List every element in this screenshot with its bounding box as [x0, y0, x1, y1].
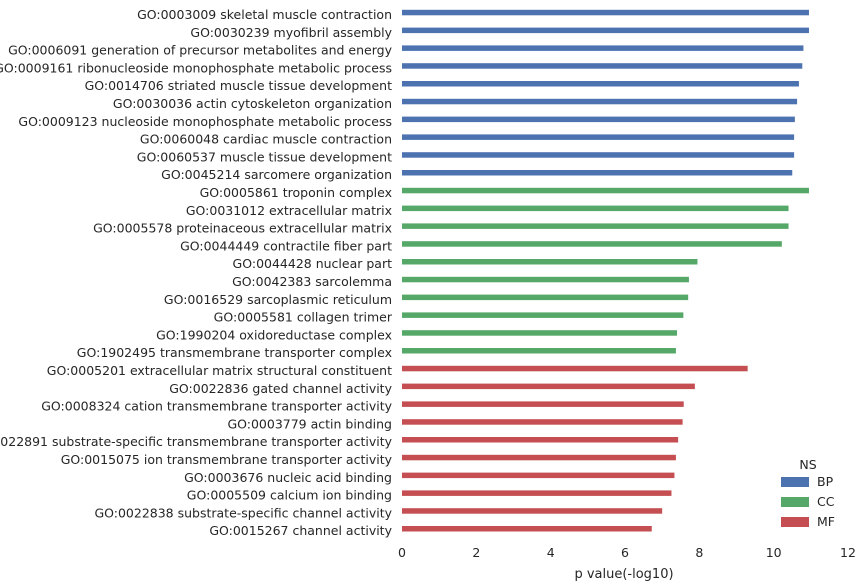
category-label: GO:0005861 troponin complex — [200, 185, 392, 200]
bar-mf — [402, 401, 684, 407]
bar-mf — [402, 490, 672, 496]
bar-mf — [402, 437, 679, 443]
legend-label-mf: MF — [817, 514, 835, 529]
category-label: GO:0003676 nucleic acid binding — [184, 470, 392, 485]
bar-mf — [402, 508, 663, 514]
category-label: GO:0009123 nucleoside monophosphate meta… — [18, 114, 392, 129]
category-label: GO:0030239 myofibril assembly — [190, 25, 392, 40]
x-tick-label: 2 — [472, 545, 480, 560]
category-label: GO:0014706 striated muscle tissue develo… — [85, 78, 393, 93]
bar-bp — [402, 81, 799, 87]
bar-bp — [402, 170, 793, 176]
category-label: GO:0009161 ribonucleoside monophosphate … — [0, 60, 392, 75]
x-tick-label: 12 — [840, 545, 856, 560]
category-label: GO:0060537 muscle tissue development — [137, 149, 392, 164]
bar-bp — [402, 116, 795, 123]
bar-cc — [402, 223, 789, 229]
x-axis-title: p value(-log10) — [574, 567, 673, 582]
legend-swatch-bp — [781, 477, 809, 487]
category-label: GO:0022838 substrate-specific channel ac… — [94, 505, 392, 520]
legend-swatch-cc — [781, 497, 809, 507]
bars-group — [402, 9, 809, 532]
category-label: GO:0022836 gated channel activity — [169, 381, 392, 396]
category-labels: GO:0003009 skeletal muscle contraction GO… — [0, 7, 393, 538]
bar-cc — [402, 348, 676, 354]
x-axis-ticks: 0 2 4 6 8 10 12 — [398, 545, 856, 560]
legend-swatch-mf — [781, 517, 809, 527]
bar-bp — [402, 152, 795, 158]
category-label: GO:0003779 actin binding — [227, 416, 392, 431]
bar-mf — [402, 526, 652, 532]
x-tick-label: 6 — [621, 545, 629, 560]
bar-bp — [402, 63, 803, 69]
bar-cc — [402, 294, 689, 301]
category-label: GO:0008324 cation transmembrane transpor… — [41, 399, 392, 414]
category-label: GO:0042383 sarcolemma — [232, 274, 392, 289]
category-label: GO:0005578 proteinaceous extracellular m… — [93, 221, 392, 236]
category-label: GO:0016529 sarcoplasmic reticulum — [164, 292, 392, 307]
legend-label-cc: CC — [817, 494, 835, 509]
x-tick-label: 8 — [695, 545, 703, 560]
x-tick-label: 10 — [766, 545, 782, 560]
legend: NS BP CC MF — [781, 457, 835, 529]
bar-cc — [402, 330, 678, 336]
bar-cc — [402, 276, 689, 283]
bar-mf — [402, 383, 695, 390]
bar-bp — [402, 45, 804, 51]
category-label: GO:0005201 extracellular matrix structur… — [47, 363, 392, 378]
category-label: GO:0044428 nuclear part — [233, 256, 393, 271]
legend-label-bp: BP — [817, 474, 834, 489]
category-label: GO:0030036 actin cytoskeleton organizati… — [113, 96, 392, 111]
bar-cc — [402, 259, 698, 265]
category-label: GO:0015075 ion transmembrane transporter… — [61, 452, 393, 467]
category-label: GO:0022891 substrate-specific transmembr… — [0, 434, 393, 449]
bar-cc — [402, 241, 782, 247]
category-label: GO:1902495 transmembrane transporter com… — [77, 345, 392, 360]
category-label: GO:0031012 extracellular matrix — [186, 203, 392, 218]
bar-cc — [402, 187, 809, 194]
bar-bp — [402, 134, 795, 140]
category-label: GO:0003009 skeletal muscle contraction — [137, 7, 392, 22]
x-tick-label: 0 — [398, 545, 406, 560]
category-label: GO:0005581 collagen trimer — [214, 310, 393, 325]
category-label: GO:0044449 contractile fiber part — [180, 238, 392, 253]
category-label: GO:1990204 oxidoreductase complex — [156, 327, 392, 342]
category-label: GO:0006091 generation of precursor metab… — [8, 43, 393, 58]
x-tick-label: 4 — [547, 545, 555, 560]
bar-mf — [402, 365, 748, 372]
bar-cc — [402, 312, 684, 318]
bar-mf — [402, 472, 675, 479]
legend-title: NS — [799, 457, 816, 472]
bar-bp — [402, 98, 798, 105]
category-label: GO:0060048 cardiac muscle contraction — [140, 132, 392, 147]
category-label: GO:0005509 calcium ion binding — [187, 488, 392, 503]
bar-mf — [402, 419, 683, 425]
category-label: GO:0045214 sarcomere organization — [161, 167, 392, 182]
bar-cc — [402, 205, 789, 212]
bar-bp — [402, 27, 809, 34]
category-label: GO:0015267 channel activity — [209, 523, 392, 538]
bar-mf — [402, 454, 676, 461]
bar-bp — [402, 9, 809, 16]
